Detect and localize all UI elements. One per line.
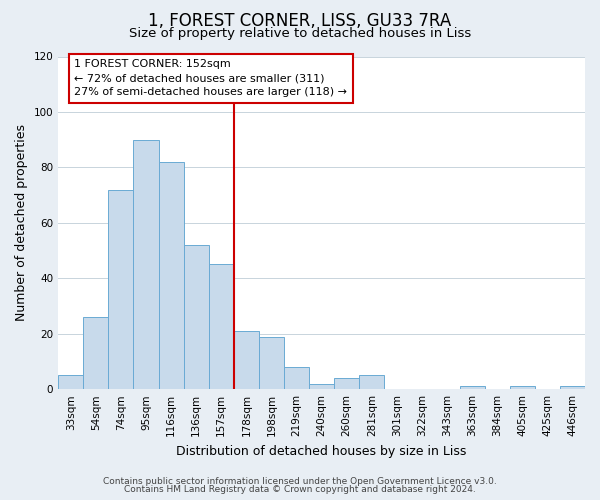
Bar — [184, 245, 209, 389]
Bar — [284, 367, 309, 389]
Text: 1 FOREST CORNER: 152sqm
← 72% of detached houses are smaller (311)
27% of semi-d: 1 FOREST CORNER: 152sqm ← 72% of detache… — [74, 60, 347, 98]
X-axis label: Distribution of detached houses by size in Liss: Distribution of detached houses by size … — [176, 444, 467, 458]
Text: Contains public sector information licensed under the Open Government Licence v3: Contains public sector information licen… — [103, 477, 497, 486]
Bar — [309, 384, 334, 389]
Bar — [259, 336, 284, 389]
Bar — [510, 386, 535, 389]
Bar — [158, 162, 184, 389]
Bar — [209, 264, 234, 389]
Bar — [58, 376, 83, 389]
Bar — [334, 378, 359, 389]
Bar — [109, 190, 133, 389]
Text: Contains HM Land Registry data © Crown copyright and database right 2024.: Contains HM Land Registry data © Crown c… — [124, 484, 476, 494]
Text: 1, FOREST CORNER, LISS, GU33 7RA: 1, FOREST CORNER, LISS, GU33 7RA — [148, 12, 452, 30]
Y-axis label: Number of detached properties: Number of detached properties — [15, 124, 28, 322]
Bar — [234, 331, 259, 389]
Bar — [460, 386, 485, 389]
Bar — [359, 376, 385, 389]
Bar — [560, 386, 585, 389]
Bar — [83, 317, 109, 389]
Text: Size of property relative to detached houses in Liss: Size of property relative to detached ho… — [129, 28, 471, 40]
Bar — [133, 140, 158, 389]
